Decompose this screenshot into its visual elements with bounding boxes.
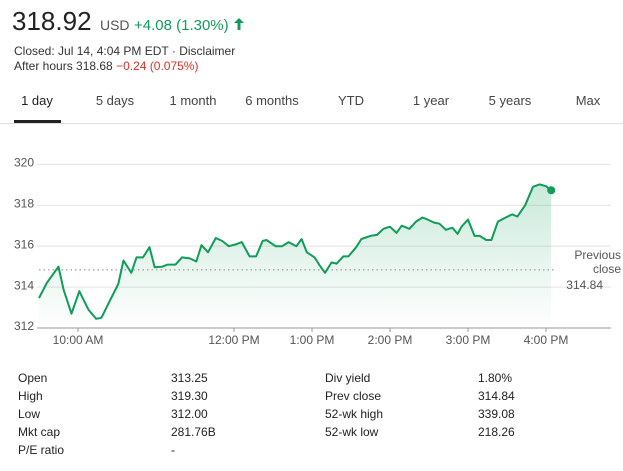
y-tick-label: 320 — [14, 155, 34, 169]
status: Closed: Jul 14, 4:04 PM EDT · — [14, 44, 176, 58]
y-tick-label: 318 — [14, 196, 34, 210]
x-tick-label: 1:00 PM — [290, 333, 335, 347]
price-line — [38, 183, 552, 320]
tab[interactable]: 1 day — [21, 93, 53, 108]
stat-label: 52-wk low — [325, 425, 379, 439]
x-tick-label: 4:00 PM — [524, 333, 569, 347]
after-hours-row: After hours 318.68 −0.24 (0.075%) — [14, 59, 198, 73]
status-row: Closed: Jul 14, 4:04 PM EDT · Disclaimer — [14, 44, 235, 58]
active-tab-indicator — [14, 120, 61, 123]
tab[interactable]: 1 month — [169, 93, 217, 108]
stat-value: 314.84 — [478, 389, 515, 403]
stat-label: High — [18, 389, 43, 403]
y-tick-label: 314 — [14, 278, 34, 292]
stat-value: 312.00 — [171, 407, 208, 421]
stat-label: Open — [18, 371, 48, 385]
stat-label: Prev close — [325, 389, 382, 403]
tab-separator — [0, 123, 623, 124]
stat-value: - — [171, 443, 175, 457]
x-tick-label: 3:00 PM — [446, 333, 491, 347]
tab[interactable]: 5 years — [488, 93, 532, 108]
tab[interactable]: Max — [575, 93, 601, 108]
stat-label: 52-wk high — [325, 407, 384, 421]
stat-label: Low — [18, 407, 41, 421]
stat-value: 218.26 — [478, 425, 515, 439]
stat-value: 313.25 — [171, 371, 208, 385]
reference-value: 314.84 — [566, 278, 603, 292]
stat-value: 319.30 — [171, 389, 208, 403]
change: +4.08 (1.30%) — [134, 17, 229, 34]
tab[interactable]: 1 year — [412, 93, 450, 108]
price: 318.92 — [12, 6, 92, 36]
stat-label: Div yield — [325, 371, 371, 385]
tab[interactable]: YTD — [338, 93, 364, 108]
x-tick-label: 2:00 PM — [368, 333, 413, 347]
x-tick-label: 12:00 PM — [208, 333, 259, 347]
stat-value: 281.76B — [171, 425, 216, 439]
tab[interactable]: 5 days — [95, 93, 135, 108]
tab[interactable]: 6 months — [245, 93, 299, 108]
reference-label: Previous close — [574, 248, 621, 276]
y-tick-label: 316 — [14, 237, 34, 251]
price-row: 318.92 USD +4.08 (1.30%) — [12, 6, 245, 37]
area-fill — [39, 184, 552, 328]
stat-label: P/E ratio — [18, 443, 65, 457]
stat-label: Mkt cap — [18, 425, 61, 439]
after-hours-change: −0.24 (0.075%) — [116, 59, 199, 73]
disclaimer-link[interactable]: Disclaimer — [179, 44, 236, 58]
y-tick-label: 312 — [14, 319, 34, 333]
currency: USD — [99, 17, 130, 33]
up-arrow — [234, 18, 245, 30]
x-tick-label: 10:00 AM — [53, 333, 104, 347]
last-point — [547, 186, 556, 195]
stat-value: 339.08 — [478, 407, 515, 421]
after-hours: After hours 318.68 — [14, 59, 113, 73]
stat-value: 1.80% — [478, 371, 513, 385]
